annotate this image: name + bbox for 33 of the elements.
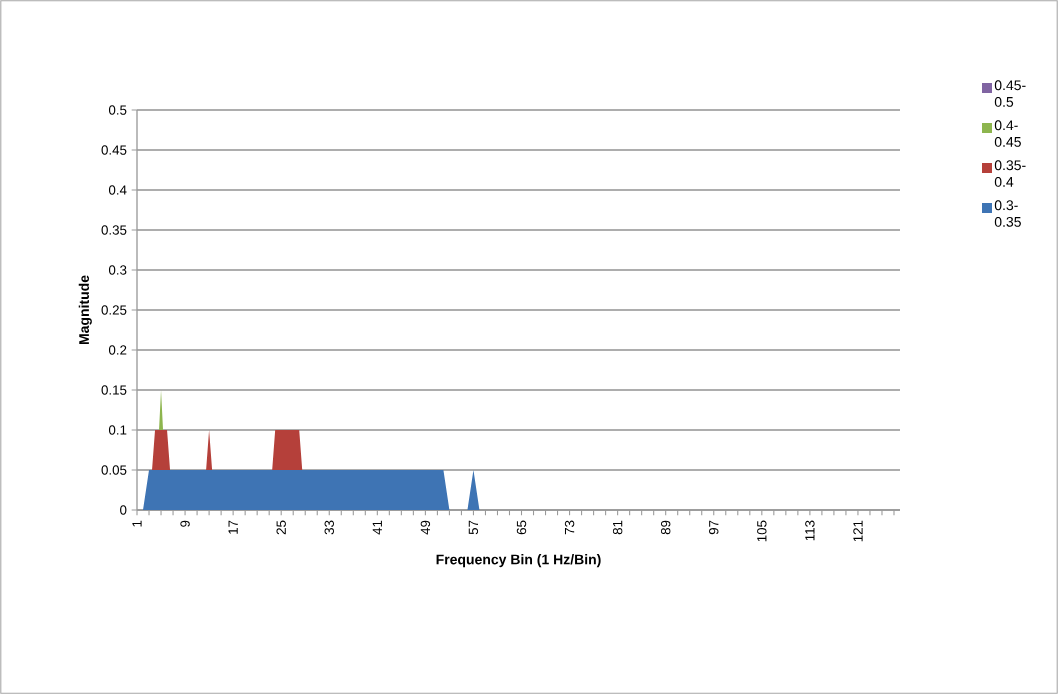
y-tick-label: 0.2 [108, 345, 127, 355]
x-tick-label: 25 [276, 520, 286, 535]
y-tick-label: 0.05 [101, 465, 127, 475]
y-tick-label: 0.5 [108, 105, 127, 115]
x-tick-label: 113 [805, 520, 815, 541]
x-tick-label: 105 [757, 520, 767, 542]
legend-label: 0.3-0.35 [994, 200, 1021, 227]
x-tick-label: 33 [324, 520, 334, 535]
y-tick-label: 0.25 [101, 305, 127, 315]
y-tick-label: 0.35 [101, 225, 127, 235]
y-tick-label: 0 [120, 505, 127, 515]
x-tick-label: 41 [372, 520, 382, 535]
y-tick-label: 0.15 [101, 385, 127, 395]
x-tick-label: 97 [709, 520, 719, 535]
legend-label: 0.4-0.45 [994, 120, 1021, 147]
x-tick-label: 73 [564, 520, 575, 535]
y-tick-label: 0.3 [108, 265, 127, 275]
legend-label: 0.35-0.4 [994, 160, 1026, 187]
x-tick-label: 17 [228, 520, 238, 534]
y-tick-label: 0.45 [101, 145, 127, 155]
y-tick-label: 0.1 [108, 425, 127, 435]
x-axis-title: Frequency Bin (1 Hz/Bin) [436, 554, 601, 568]
y-tick-label: 0.4 [108, 185, 127, 195]
x-tick-label: 57 [468, 520, 479, 535]
x-tick-label: 121 [853, 520, 863, 542]
x-tick-label: 81 [612, 520, 623, 535]
x-tick-label: 89 [660, 520, 671, 535]
x-tick-label: 9 [180, 520, 190, 527]
legend-label: 0.45-0.5 [994, 80, 1026, 107]
y-axis-title: Magnitude [78, 275, 92, 345]
x-tick-label: 49 [420, 520, 431, 535]
x-tick-label: 65 [516, 520, 527, 535]
x-tick-label: 1 [132, 520, 142, 527]
